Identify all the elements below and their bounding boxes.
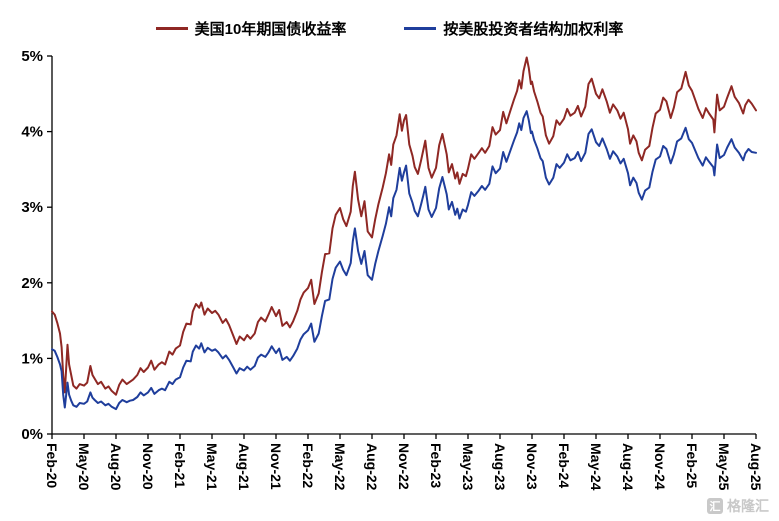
legend-item-weighted-rate: 按美股投资者结构加权利率 (404, 18, 623, 39)
x-tick-label: Feb-24 (556, 443, 572, 488)
x-tick-label: Feb-21 (172, 443, 188, 488)
x-tick-label: Nov-23 (524, 443, 540, 490)
y-tick-label: 0% (21, 426, 43, 443)
x-tick-label: Nov-22 (396, 443, 412, 490)
y-tick-label: 3% (21, 199, 43, 216)
legend-label-weighted-rate: 按美股投资者结构加权利率 (443, 21, 624, 38)
x-tick-label: Aug-23 (492, 443, 508, 491)
x-tick-label: Aug-21 (236, 443, 252, 491)
x-tick-label: Nov-20 (140, 443, 156, 490)
watermark-text: 格隆汇 (727, 498, 769, 514)
y-tick-label: 5% (21, 48, 43, 65)
gelonghui-logo-icon: 汇 (707, 498, 723, 514)
y-tick-label: 2% (21, 275, 43, 292)
watermark: 汇 格隆汇 (707, 496, 769, 516)
x-tick-label: May-24 (588, 443, 604, 491)
x-tick-label: May-22 (332, 443, 348, 491)
y-tick-label: 4% (21, 124, 43, 141)
legend-label-us10y: 美国10年期国债收益率 (194, 21, 347, 38)
us10y-line-swatch (155, 27, 188, 30)
weighted-rate-line-swatch (404, 27, 437, 30)
x-tick-label: Feb-20 (44, 443, 60, 488)
x-tick-label: Feb-22 (300, 443, 316, 488)
series-line-1 (51, 110, 757, 411)
legend: 美国10年期国债收益率 按美股投资者结构加权利率 (0, 18, 779, 39)
x-tick-label: Aug-25 (748, 443, 764, 491)
x-tick-label: May-23 (460, 443, 476, 491)
x-tick-label: Feb-25 (684, 443, 700, 488)
x-tick-label: Aug-24 (620, 443, 636, 491)
x-tick-label: Feb-23 (428, 443, 444, 488)
legend-item-us10y: 美国10年期国债收益率 (155, 18, 347, 39)
x-tick-label: Aug-20 (108, 443, 124, 491)
x-tick-label: May-25 (716, 443, 732, 491)
x-tick-label: Nov-24 (652, 443, 668, 490)
series-line-0 (51, 56, 757, 396)
x-tick-label: May-21 (204, 443, 220, 491)
x-tick-label: May-20 (76, 443, 92, 491)
x-tick-label: Nov-21 (268, 443, 284, 490)
y-tick-label: 1% (21, 350, 43, 367)
x-tick-label: Aug-22 (364, 443, 380, 491)
